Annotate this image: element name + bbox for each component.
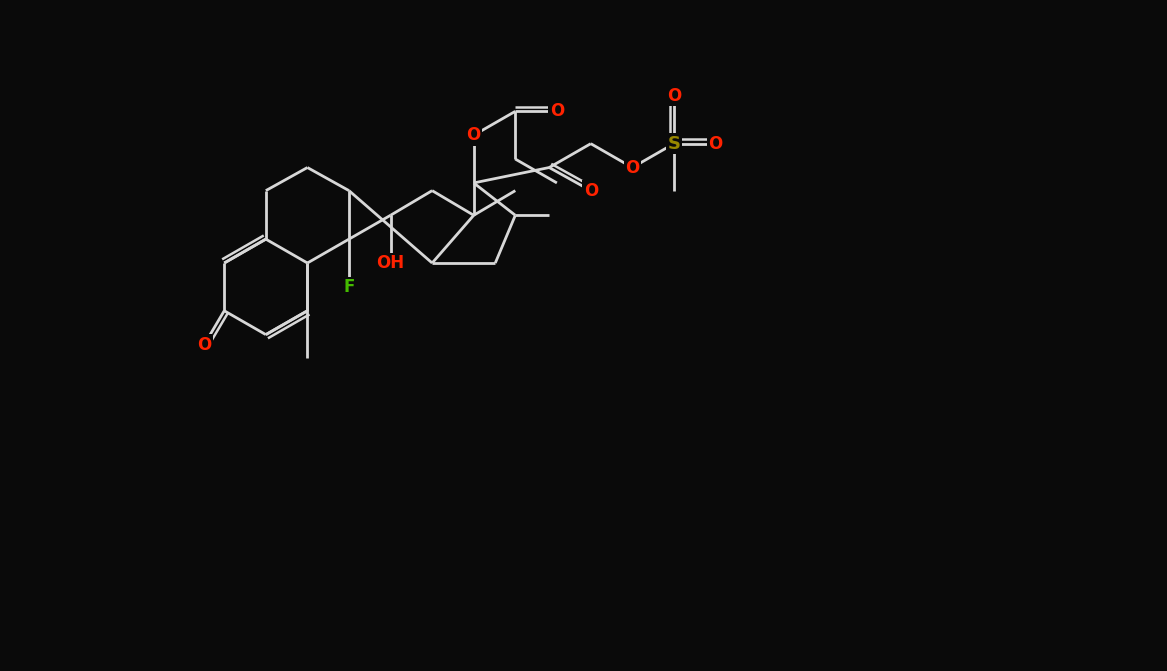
Text: S: S	[668, 135, 680, 153]
Text: O: O	[708, 135, 722, 153]
Text: F: F	[343, 278, 355, 296]
Text: O: O	[197, 336, 211, 354]
Text: O: O	[550, 102, 564, 120]
Text: O: O	[584, 182, 598, 200]
Text: O: O	[467, 126, 481, 144]
Text: O: O	[626, 158, 640, 176]
Text: OH: OH	[377, 254, 405, 272]
Text: O: O	[666, 87, 682, 105]
